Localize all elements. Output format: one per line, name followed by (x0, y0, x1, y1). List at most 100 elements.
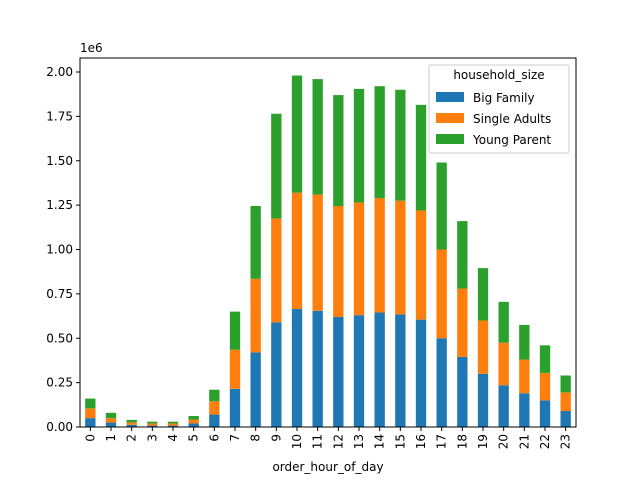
x-tick-label: 21 (517, 434, 531, 449)
bar-single-adults-21 (519, 359, 530, 394)
y-tick-label: 1.00 (46, 243, 73, 257)
bar-young-parent-11 (312, 79, 323, 195)
legend-items: Big Family Single Adults Young Parent (436, 91, 551, 147)
bar-big-family-21 (519, 393, 530, 427)
x-tick-label: 17 (435, 434, 449, 449)
x-tick-label: 14 (373, 434, 387, 449)
bar-young-parent-14 (374, 86, 385, 199)
bar-young-parent-2 (126, 419, 137, 423)
bar-young-parent-23 (560, 375, 571, 393)
x-tick-label: 5 (187, 434, 201, 442)
bar-single-adults-4 (167, 423, 179, 426)
bar-big-family-23 (560, 411, 571, 427)
y-tick-label: 0.75 (46, 287, 73, 301)
bar-young-parent-16 (415, 104, 427, 211)
bars-layer (85, 75, 571, 427)
bar-single-adults-6 (209, 401, 220, 415)
x-tick-label: 18 (455, 434, 469, 449)
x-axis-label: order_hour_of_day (272, 460, 383, 474)
bar-big-family-8 (250, 352, 261, 427)
legend-label-single-adults: Single Adults (473, 112, 551, 126)
bar-young-parent-8 (250, 206, 261, 279)
bar-single-adults-0 (85, 408, 96, 419)
bar-big-family-12 (333, 316, 344, 427)
bar-young-parent-19 (477, 268, 489, 321)
bar-single-adults-2 (126, 422, 137, 425)
bar-single-adults-3 (147, 423, 158, 426)
y-tick-label: 1.25 (46, 198, 73, 212)
legend-label-young-parent: Young Parent (472, 133, 551, 147)
x-axis: 0 1 2 3 4 5 6 7 8 9 10 11 12 13 14 15 16 17 18 19 20 21 22 23 (83, 427, 573, 449)
bar-single-adults-20 (498, 342, 509, 386)
bar-big-family-19 (477, 373, 489, 427)
bar-big-family-0 (85, 418, 96, 427)
bar-single-adults-15 (395, 200, 406, 315)
bar-single-adults-12 (333, 206, 344, 317)
plot-frame (79, 57, 577, 428)
x-tick-label: 23 (559, 434, 573, 449)
bar-single-adults-5 (188, 419, 199, 424)
bar-single-adults-11 (312, 194, 323, 311)
bar-young-parent-10 (291, 75, 303, 193)
legend-title: household_size (453, 68, 544, 82)
bar-single-adults-9 (271, 218, 282, 323)
bar-big-family-4 (167, 425, 179, 427)
y-tick-label: 2.00 (46, 65, 73, 79)
bar-single-adults-8 (250, 278, 261, 353)
legend-swatch-big-family (436, 92, 464, 102)
bar-young-parent-17 (436, 162, 447, 250)
bar-single-adults-7 (229, 349, 241, 389)
bar-big-family-1 (105, 422, 117, 427)
bar-young-parent-18 (457, 221, 468, 289)
y-tick-label: 0.50 (46, 331, 73, 345)
x-tick-label: 0 (83, 434, 97, 442)
bar-big-family-13 (353, 315, 365, 427)
bar-big-family-17 (436, 338, 447, 427)
bar-single-adults-16 (415, 210, 427, 320)
bar-big-family-20 (498, 385, 509, 427)
bar-big-family-18 (457, 356, 468, 427)
bar-big-family-11 (312, 310, 323, 427)
y-tick-label: 1.50 (46, 154, 73, 168)
bar-big-family-14 (374, 312, 385, 427)
bar-single-adults-19 (477, 320, 489, 374)
x-tick-label: 19 (476, 434, 490, 449)
bar-young-parent-9 (271, 113, 282, 219)
bar-big-family-5 (188, 423, 199, 427)
x-tick-label: 7 (228, 434, 242, 442)
bar-young-parent-21 (519, 324, 530, 360)
bar-young-parent-22 (539, 345, 551, 373)
legend-swatch-young-parent (436, 134, 464, 144)
bar-big-family-7 (229, 388, 241, 427)
y-tick-label: 0.00 (46, 420, 73, 434)
y-scale-label: 1e6 (80, 41, 103, 55)
x-tick-label: 10 (290, 434, 304, 449)
x-tick-label: 15 (393, 434, 407, 449)
bar-young-parent-1 (105, 412, 117, 419)
x-tick-label: 9 (269, 434, 283, 442)
x-tick-label: 11 (311, 434, 325, 449)
y-tick-label: 1.75 (46, 109, 73, 123)
x-tick-label: 3 (145, 434, 159, 442)
y-axis: 0.00 0.25 0.50 0.75 1.00 1.25 1.50 1.75 2.00 (46, 65, 80, 434)
bar-single-adults-18 (457, 288, 468, 357)
x-tick-label: 22 (538, 434, 552, 449)
bar-single-adults-14 (374, 198, 385, 313)
bar-big-family-3 (147, 425, 158, 427)
legend-label-big-family: Big Family (473, 91, 535, 105)
bar-young-parent-7 (229, 311, 241, 350)
bar-young-parent-6 (209, 389, 220, 402)
legend-swatch-single-adults (436, 113, 464, 123)
x-tick-label: 4 (166, 434, 180, 442)
x-tick-label: 12 (331, 434, 345, 449)
x-tick-label: 20 (497, 434, 511, 449)
bar-single-adults-22 (539, 372, 551, 401)
bar-young-parent-0 (85, 398, 96, 409)
bar-big-family-9 (271, 322, 282, 427)
bar-young-parent-3 (147, 421, 158, 424)
y-tick-label: 0.25 (46, 376, 73, 390)
bar-single-adults-13 (353, 202, 365, 316)
bar-big-family-15 (395, 314, 406, 427)
